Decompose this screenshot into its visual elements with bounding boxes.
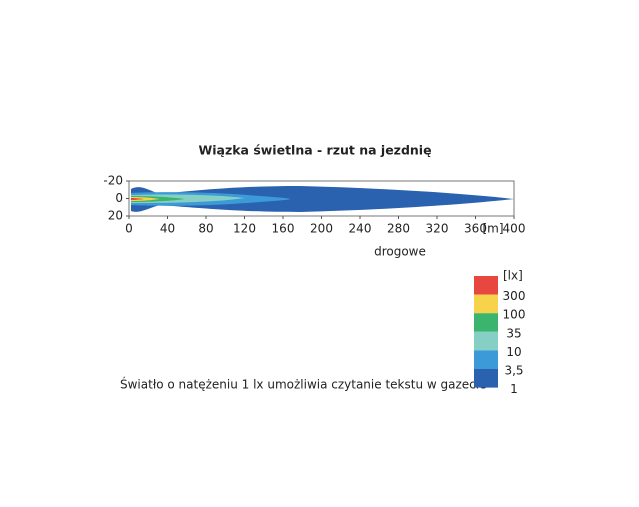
x-tick-label: 240: [349, 222, 372, 236]
x-tick-label: 80: [198, 222, 213, 236]
legend-label: 300: [503, 289, 526, 303]
legend-swatch: [474, 294, 498, 314]
legend-swatch: [474, 369, 498, 388]
legend-label: 3,5: [504, 364, 523, 378]
legend-label: 10: [506, 345, 521, 359]
legend-label: 35: [506, 326, 521, 340]
legend-swatch: [474, 350, 498, 369]
x-tick-label: 120: [233, 222, 256, 236]
x-tick-label: 200: [310, 222, 333, 236]
y-tick-label: 0: [115, 191, 123, 205]
x-unit: [m]: [482, 222, 503, 236]
y-tick-label: -20: [103, 174, 123, 188]
x-tick-label: 0: [125, 222, 133, 236]
legend-swatch: [474, 313, 498, 332]
beam-shape: [131, 186, 514, 212]
x-tick-label: 280: [387, 222, 410, 236]
chart-title: Wiązka świetlna - rzut na jezdnię: [198, 143, 431, 158]
x-tick-label: 160: [272, 222, 295, 236]
x-tick-label: 400: [503, 222, 526, 236]
legend-swatch: [474, 276, 498, 295]
x-tick-label: 320: [426, 222, 449, 236]
x-axis-label: drogowe: [374, 245, 426, 259]
x-tick-label: 40: [160, 222, 175, 236]
legend-label: 100: [503, 308, 526, 322]
legend-label: 1: [510, 382, 518, 396]
y-tick-label: 20: [108, 209, 123, 223]
legend-swatch: [474, 331, 498, 351]
x-tick-label: 360: [464, 222, 487, 236]
legend-title: [lx]: [503, 269, 523, 283]
note: Światło o natężeniu 1 lx umożliwia czyta…: [120, 377, 486, 392]
